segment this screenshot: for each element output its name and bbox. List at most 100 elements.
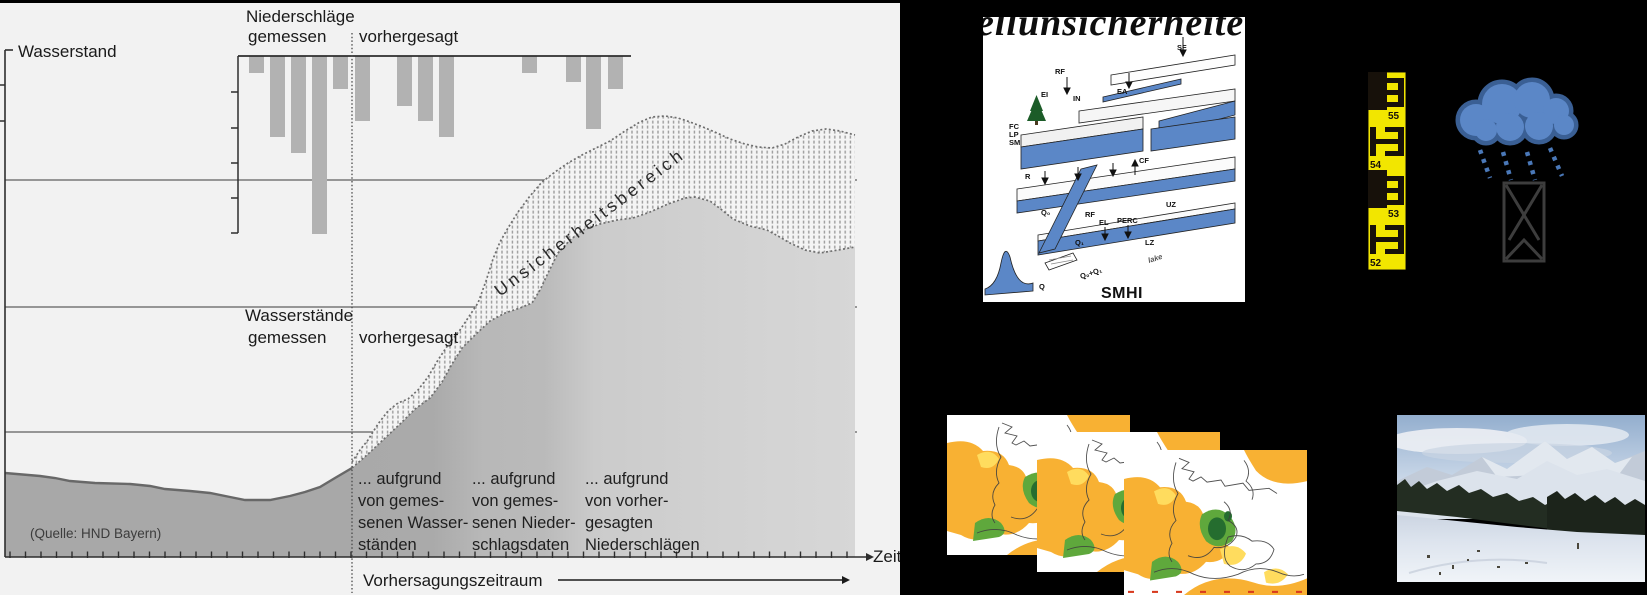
tree-icon	[1027, 95, 1046, 125]
photo-forest-right	[1547, 491, 1645, 537]
y-axis-label: Wasserstand	[18, 42, 117, 61]
label-ei: EI	[1041, 90, 1048, 99]
label-in: IN	[1073, 94, 1081, 103]
gauge-number-55: 55	[1388, 111, 1400, 122]
annotation-line: ... aufgrund	[472, 470, 555, 488]
precip-bar	[312, 56, 327, 234]
hbv-outflow-channel	[1038, 164, 1098, 254]
photo-specks	[1427, 543, 1579, 575]
precip-bar	[566, 56, 581, 82]
hbv-box-lines	[1048, 255, 1074, 265]
hbv-hydrograph-peak	[984, 250, 1034, 296]
forecast-period-arrowhead	[842, 576, 850, 584]
annotation-line: senen Nieder-	[472, 514, 576, 532]
rain-gauge-vessel-icon	[1502, 181, 1546, 263]
annotation-line: von gemes-	[358, 492, 444, 510]
annotation-line: ständen	[358, 536, 417, 554]
slide-title-fragment: ellunsicherheiten	[983, 17, 1245, 44]
winter-landscape-photo	[1397, 415, 1645, 582]
forecast-water-area	[352, 197, 855, 557]
forecast-period-label: Vorhersagungszeitraum	[363, 571, 543, 590]
smhi-logo: SMHI	[1101, 285, 1143, 302]
hbv-snowmelt-strip	[1102, 78, 1182, 103]
rain-streaks	[1477, 147, 1565, 181]
label-q1: Q₁	[1075, 238, 1084, 247]
hbv-model-figure: SF RF EI IN EA FC LP SM CF R UZ PERC RF …	[983, 17, 1245, 302]
gauge-pattern	[1368, 72, 1404, 254]
precip-bar	[291, 56, 306, 153]
annotation-line: gesagten	[585, 514, 653, 532]
hbv-snow-slab	[1110, 54, 1236, 86]
label-perc: PERC	[1117, 216, 1138, 225]
label-q: Q	[1039, 282, 1045, 291]
gauge-numbers: 55 54 53 52	[1370, 111, 1400, 269]
label-rf: RF	[1055, 67, 1065, 76]
precip-legend-measured: gemessen	[248, 27, 326, 46]
rain-cloud-icon	[1455, 77, 1579, 181]
hbv-flow-arrows	[1041, 37, 1187, 242]
label-lp: LP	[1009, 130, 1019, 139]
water-legend-measured: gemessen	[248, 328, 326, 347]
label-lz: LZ	[1145, 238, 1155, 247]
annotation-line: ... aufgrund	[585, 470, 668, 488]
precip-bar	[397, 56, 412, 106]
precip-legend-forecast: vorhergesagt	[359, 27, 459, 46]
measured-water-area	[5, 468, 352, 557]
precip-bar	[522, 56, 537, 73]
gauge-number-53: 53	[1388, 209, 1400, 220]
measured-water-line	[4, 466, 353, 502]
label-r: R	[1025, 172, 1031, 181]
label-rf2: RF	[1085, 210, 1095, 219]
precip-legend-title: Niederschläge	[246, 7, 355, 26]
label-el: EL	[1099, 218, 1109, 227]
annotation-line: schlagsdaten	[472, 536, 569, 554]
label-sm: SM	[1009, 138, 1020, 147]
precip-bar	[418, 56, 433, 121]
photo-tracks	[1408, 558, 1548, 574]
hbv-soil-moisture	[1020, 128, 1144, 170]
precip-bar	[586, 56, 601, 129]
label-ea: EA	[1117, 87, 1128, 96]
hbv-lower-zone	[1037, 208, 1236, 256]
chart-layers	[0, 33, 874, 593]
precip-bar	[249, 56, 264, 73]
label-sf: SF	[1177, 43, 1187, 52]
label-uz: UZ	[1166, 200, 1176, 209]
annotation-line: Niederschlägen	[585, 536, 700, 554]
annotation-line: von gemes-	[472, 492, 558, 510]
forecast-chart: Wasserstand Niederschläge gemessen vorhe…	[0, 3, 902, 595]
x-axis-label: Zeit	[873, 547, 900, 566]
uncertainty-band	[352, 116, 855, 468]
precip-map-3	[1124, 450, 1307, 595]
water-level-gauge: 55 54 53 52	[1368, 72, 1406, 270]
annotation-line: senen Wasser-	[358, 514, 468, 532]
water-legend-forecast: vorhergesagt	[359, 328, 459, 347]
x-axis-arrowhead	[866, 553, 874, 561]
hbv-soil-right	[1150, 116, 1236, 152]
label-lake: lake	[1147, 252, 1164, 265]
hbv-model-svg: SF RF EI IN EA FC LP SM CF R UZ PERC RF …	[984, 37, 1236, 302]
water-legend-title: Wasserstände	[245, 306, 353, 325]
precip-bar	[270, 56, 285, 137]
label-qsum: Q₀+Q₁	[1079, 265, 1103, 281]
uncertainty-upper-bound	[351, 115, 856, 463]
source-note: (Quelle: HND Bayern)	[30, 526, 161, 541]
label-fc: FC	[1009, 122, 1020, 131]
precip-bar	[355, 56, 370, 121]
hbv-transformation-box	[1044, 252, 1078, 271]
annotation-line: von vorher-	[585, 492, 668, 510]
annotation-line: ... aufgrund	[358, 470, 441, 488]
gauge-number-52: 52	[1370, 258, 1382, 269]
precip-bar	[608, 56, 623, 89]
forecast-annotations: ... aufgrund von gemes-senen Wasser-ständ…	[358, 470, 700, 554]
uncertainty-lower-bound	[351, 196, 856, 469]
cloud-body	[1460, 82, 1574, 141]
photo-snowfield	[1397, 515, 1645, 582]
forecast-chart-svg: Wasserstand Niederschläge gemessen vorhe…	[0, 3, 902, 595]
precip-bar	[439, 56, 454, 137]
label-cf: CF	[1139, 156, 1149, 165]
precip-bar	[333, 56, 348, 89]
label-q0: Q₀	[1041, 208, 1050, 217]
gauge-number-54: 54	[1370, 160, 1382, 171]
